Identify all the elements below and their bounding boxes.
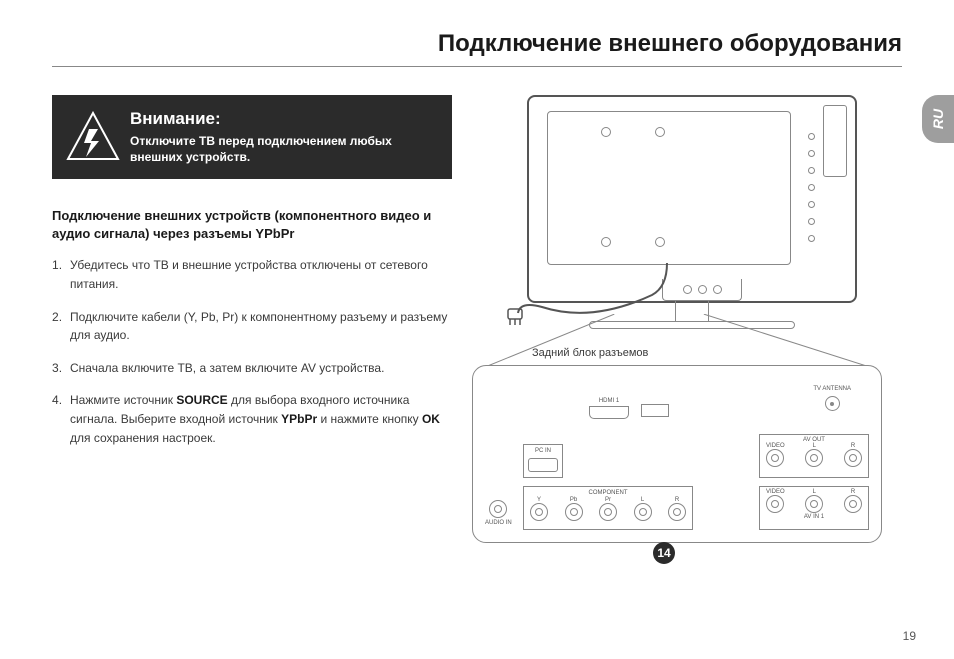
comp-l-jack [634, 503, 652, 521]
step-2: Подключите кабели (Y, Pb, Pr) к компонен… [52, 308, 452, 345]
audio-in-label: AUDIO IN [485, 520, 512, 526]
tv-illustration [502, 95, 882, 329]
pr-jack [599, 503, 617, 521]
page-title: Подключение внешнего оборудования [52, 30, 902, 67]
steps-list: Убедитесь что ТВ и внешние устройства от… [52, 256, 452, 447]
vga-port [528, 458, 558, 472]
warning-text: Отключите ТВ перед подключением любых вн… [130, 133, 436, 165]
warning-box: Внимание: Отключите ТВ перед подключение… [52, 95, 452, 179]
hdmi1-label: HDMI 1 [589, 398, 629, 404]
av-in1-group: VIDEO L R AV IN 1 [759, 486, 869, 530]
comp-r-jack [668, 503, 686, 521]
audio-in-jack [489, 500, 507, 518]
language-tab: RU [922, 95, 954, 143]
antenna-port [825, 396, 840, 411]
page-number: 19 [903, 629, 916, 643]
warning-title: Внимание: [130, 109, 436, 129]
warning-icon [66, 111, 120, 163]
y-jack [530, 503, 548, 521]
antenna-label: TV ANTENNA [813, 386, 851, 393]
av-out-group: AV OUT VIDEO L R [759, 434, 869, 478]
step-1: Убедитесь что ТВ и внешние устройства от… [52, 256, 452, 293]
pb-jack [565, 503, 583, 521]
cable-icon [502, 263, 682, 343]
component-group: COMPONENT Y Pb Pr L R [523, 486, 693, 530]
misc-port [641, 404, 669, 417]
avout-video-jack [766, 449, 784, 467]
avin-video-jack [766, 495, 784, 513]
panel-caption: Задний блок разъемов [532, 347, 902, 359]
step-3: Сначала включите ТВ, а затем включите AV… [52, 359, 452, 378]
hdmi1-port [589, 406, 629, 419]
language-code: RU [930, 109, 946, 129]
step-4: Нажмите источник SOURCE для выбора входн… [52, 391, 452, 447]
avin-r-jack [844, 495, 862, 513]
connector-panel: AUDIO IN PC IN HDMI 1 COMPONENT [472, 365, 882, 543]
section-heading: Подключение внешних устройств (компонент… [52, 207, 452, 242]
callout-badge: 14 [653, 542, 675, 564]
pc-in-group: PC IN [523, 444, 563, 478]
avin-l-jack [805, 495, 823, 513]
avout-r-jack [844, 449, 862, 467]
avout-l-jack [805, 449, 823, 467]
